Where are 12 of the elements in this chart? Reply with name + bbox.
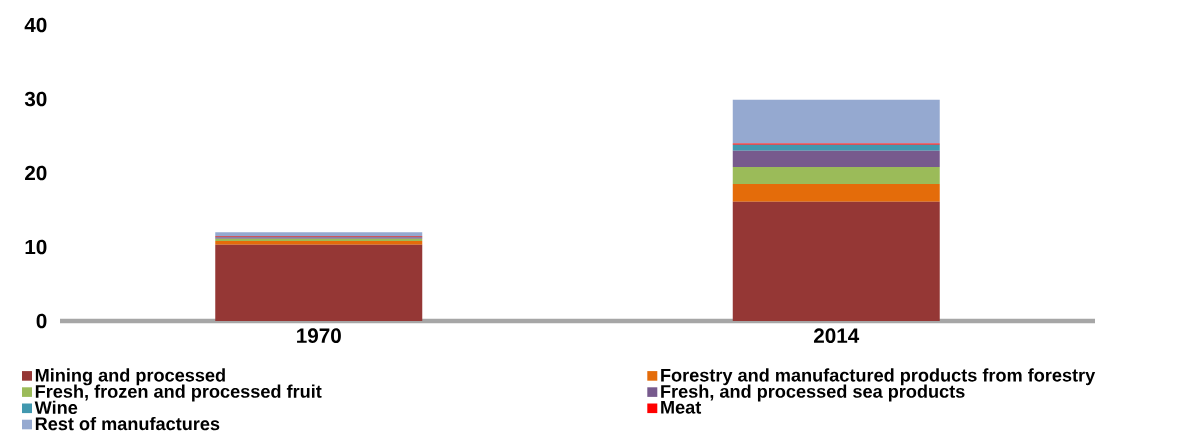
y-tick-label: 40 [24,17,47,33]
x-tick-label: 2014 [813,328,860,344]
y-tick-label: 0 [36,313,47,329]
legend-label: Wine [34,400,78,415]
legend-label: Rest of manufactures [35,416,220,431]
y-tick-label: 30 [24,91,47,107]
y-tick-label: 10 [25,239,47,255]
y-tick-label: 20 [25,165,47,181]
legend-label: Fresh, and processed sea products [661,384,965,402]
legend-label: Fresh, frozen and processed fruit [35,384,322,402]
legend-label: Meat [661,401,702,414]
x-tick-label: 1970 [297,328,341,344]
